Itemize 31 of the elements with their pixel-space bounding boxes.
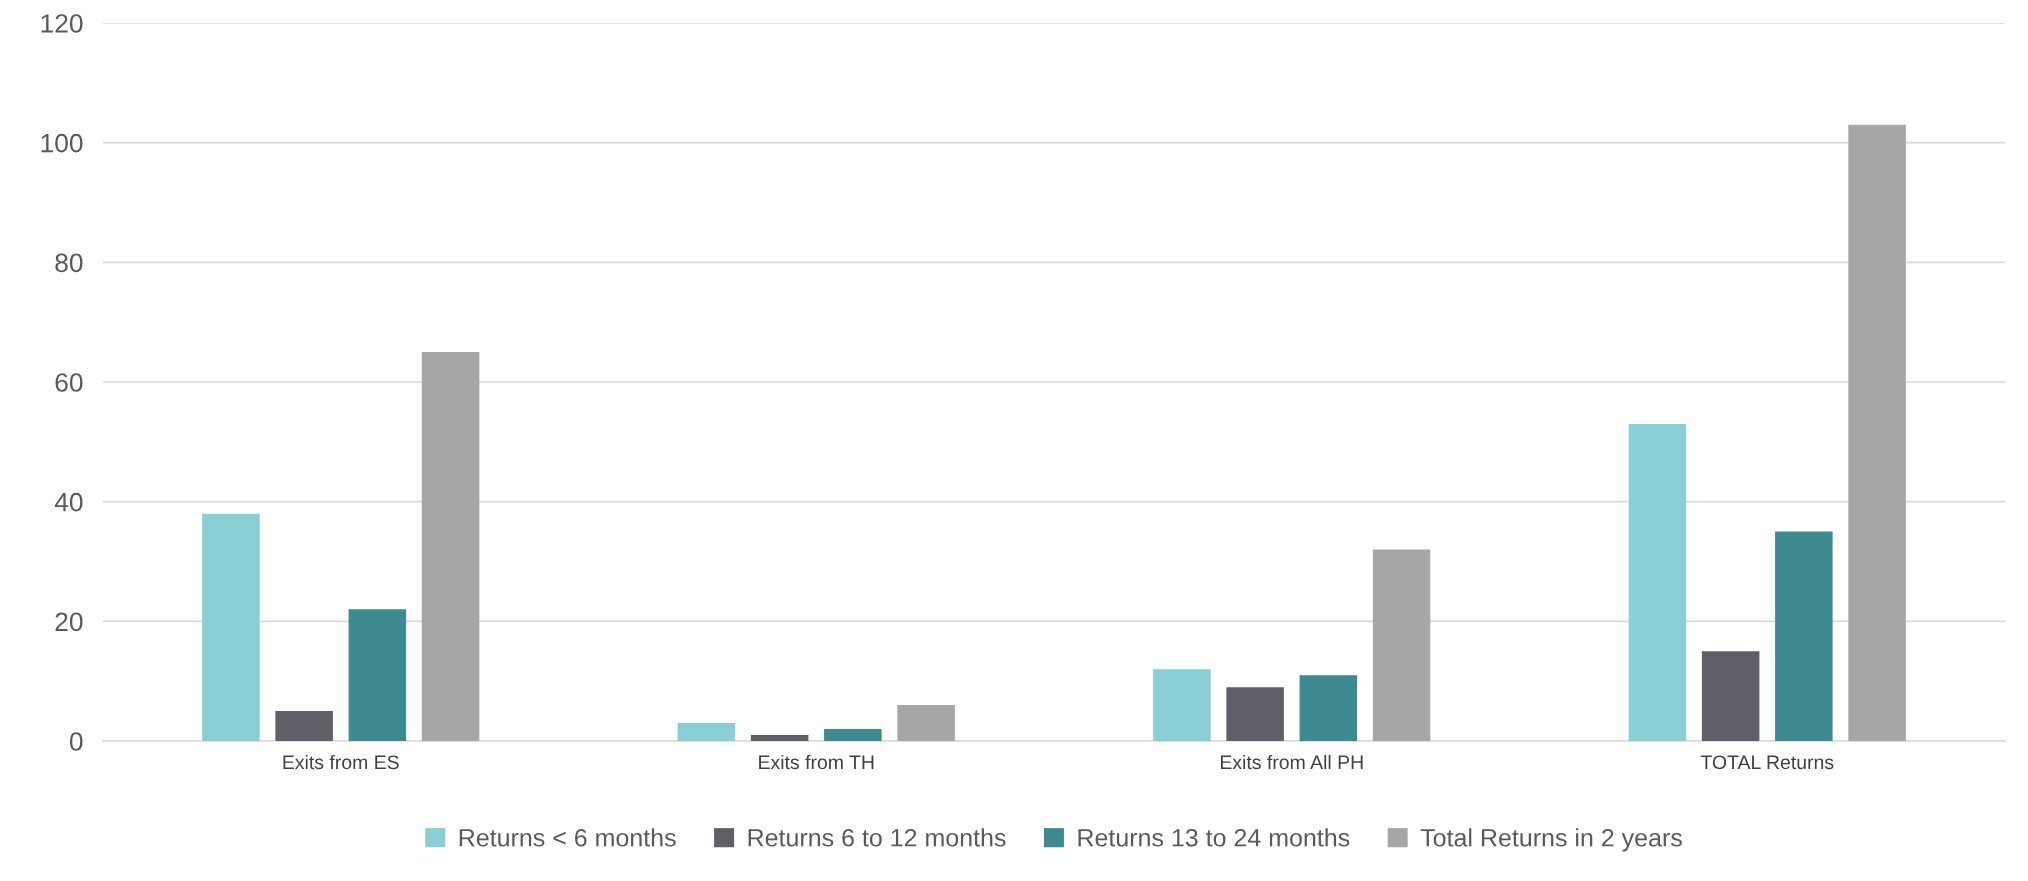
y-tick-label: 120 bbox=[41, 14, 83, 33]
bar bbox=[1701, 651, 1760, 741]
bar bbox=[1372, 549, 1431, 741]
y-tick-label: 0 bbox=[69, 732, 83, 751]
bar bbox=[1226, 687, 1284, 741]
bar bbox=[677, 723, 736, 741]
y-tick-label: 80 bbox=[55, 253, 83, 273]
bar bbox=[1775, 531, 1833, 741]
legend-label: Returns < 6 months bbox=[459, 828, 676, 847]
x-tick-label: TOTAL Returns bbox=[1700, 755, 1834, 770]
y-tick-label: 20 bbox=[55, 612, 83, 632]
bar bbox=[1848, 124, 1906, 741]
bar bbox=[750, 735, 809, 741]
legend-label: Total Returns in 2 years bbox=[1420, 828, 1682, 852]
y-tick-label: 100 bbox=[41, 133, 83, 153]
legend-label: Returns 6 to 12 months bbox=[748, 828, 1006, 847]
y-tick-label: 40 bbox=[54, 492, 83, 512]
y-tick-label: 60 bbox=[55, 373, 83, 392]
bar bbox=[275, 711, 333, 741]
bar bbox=[348, 609, 407, 741]
x-tick-label: Exits from All PH bbox=[1220, 754, 1363, 770]
bar bbox=[1628, 423, 1687, 741]
bar bbox=[202, 513, 260, 741]
bar bbox=[824, 729, 882, 741]
bar bbox=[897, 705, 955, 741]
legend-label: Returns 13 to 24 months bbox=[1078, 828, 1350, 847]
bar bbox=[1299, 675, 1358, 741]
bar bbox=[421, 352, 480, 741]
bar bbox=[1153, 669, 1211, 741]
x-tick-label: Exits from ES bbox=[283, 754, 399, 770]
x-tick-label: Exits from TH bbox=[759, 754, 874, 770]
